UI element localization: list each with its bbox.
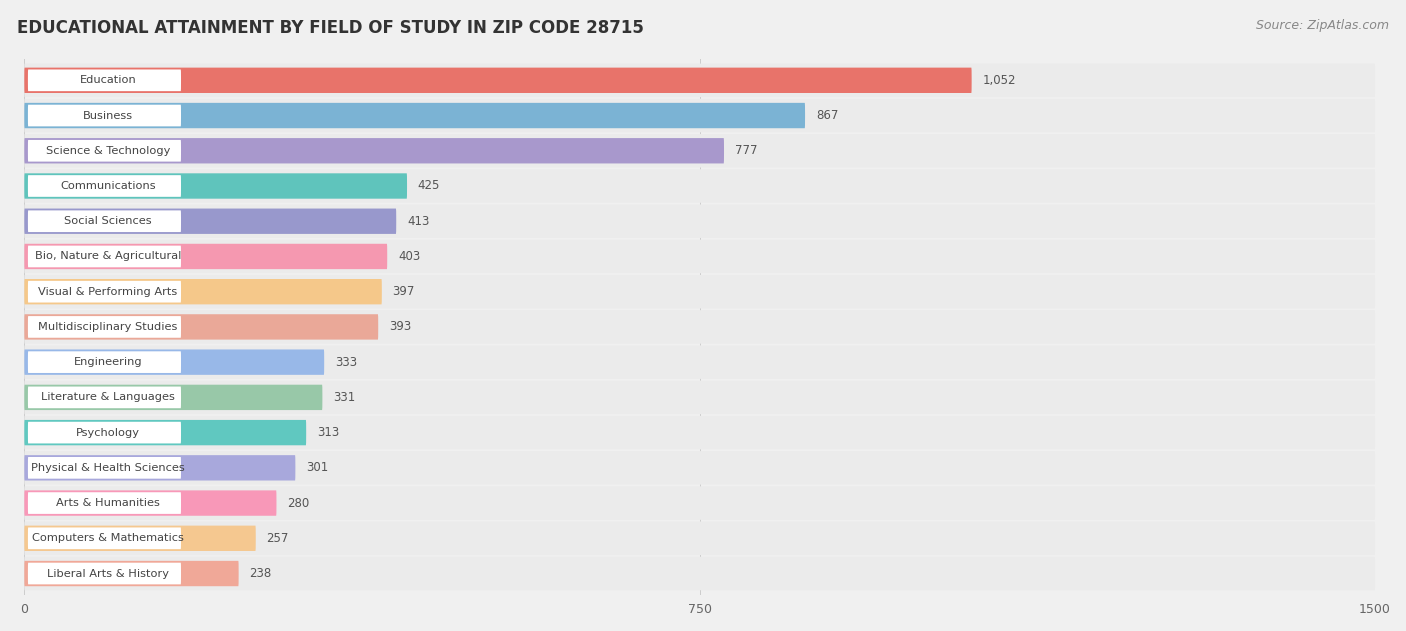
Text: 313: 313 [316, 426, 339, 439]
FancyBboxPatch shape [28, 387, 181, 408]
Text: 257: 257 [267, 532, 288, 545]
FancyBboxPatch shape [24, 169, 1375, 203]
FancyBboxPatch shape [24, 138, 724, 163]
Text: 393: 393 [389, 321, 412, 333]
Text: 1,052: 1,052 [983, 74, 1017, 87]
FancyBboxPatch shape [24, 526, 256, 551]
FancyBboxPatch shape [28, 245, 181, 268]
FancyBboxPatch shape [24, 134, 1375, 167]
Text: Communications: Communications [60, 181, 156, 191]
FancyBboxPatch shape [24, 68, 972, 93]
Text: Computers & Mathematics: Computers & Mathematics [32, 533, 184, 543]
FancyBboxPatch shape [24, 99, 1375, 133]
Text: 777: 777 [735, 144, 758, 157]
FancyBboxPatch shape [24, 380, 1375, 414]
FancyBboxPatch shape [24, 64, 1375, 97]
FancyBboxPatch shape [24, 557, 1375, 590]
Text: Arts & Humanities: Arts & Humanities [56, 498, 160, 508]
FancyBboxPatch shape [24, 455, 295, 481]
FancyBboxPatch shape [28, 351, 181, 373]
Text: Literature & Languages: Literature & Languages [41, 392, 174, 403]
FancyBboxPatch shape [28, 492, 181, 514]
FancyBboxPatch shape [24, 345, 1375, 379]
FancyBboxPatch shape [24, 240, 1375, 273]
FancyBboxPatch shape [28, 175, 181, 197]
FancyBboxPatch shape [24, 416, 1375, 449]
FancyBboxPatch shape [24, 103, 806, 128]
FancyBboxPatch shape [28, 140, 181, 162]
Text: Source: ZipAtlas.com: Source: ZipAtlas.com [1256, 19, 1389, 32]
Text: EDUCATIONAL ATTAINMENT BY FIELD OF STUDY IN ZIP CODE 28715: EDUCATIONAL ATTAINMENT BY FIELD OF STUDY… [17, 19, 644, 37]
Text: 238: 238 [249, 567, 271, 580]
FancyBboxPatch shape [28, 105, 181, 126]
Text: Visual & Performing Arts: Visual & Performing Arts [38, 286, 177, 297]
Text: Multidisciplinary Studies: Multidisciplinary Studies [38, 322, 177, 332]
Text: Social Sciences: Social Sciences [65, 216, 152, 227]
FancyBboxPatch shape [24, 314, 378, 339]
FancyBboxPatch shape [24, 275, 1375, 309]
FancyBboxPatch shape [24, 490, 277, 516]
Text: Education: Education [80, 75, 136, 85]
Text: Bio, Nature & Agricultural: Bio, Nature & Agricultural [35, 252, 181, 261]
Text: 403: 403 [398, 250, 420, 263]
FancyBboxPatch shape [28, 316, 181, 338]
Text: Business: Business [83, 110, 134, 121]
Text: 280: 280 [287, 497, 309, 510]
FancyBboxPatch shape [24, 174, 408, 199]
Text: Physical & Health Sciences: Physical & Health Sciences [31, 463, 186, 473]
Text: Psychology: Psychology [76, 428, 141, 438]
FancyBboxPatch shape [28, 528, 181, 549]
FancyBboxPatch shape [24, 208, 396, 234]
FancyBboxPatch shape [28, 69, 181, 91]
Text: 413: 413 [406, 215, 429, 228]
Text: 425: 425 [418, 179, 440, 192]
Text: Engineering: Engineering [73, 357, 142, 367]
FancyBboxPatch shape [28, 457, 181, 479]
Text: Liberal Arts & History: Liberal Arts & History [46, 569, 169, 579]
Text: 331: 331 [333, 391, 356, 404]
FancyBboxPatch shape [24, 522, 1375, 555]
Text: 333: 333 [335, 356, 357, 369]
FancyBboxPatch shape [24, 487, 1375, 520]
FancyBboxPatch shape [28, 281, 181, 302]
Text: 397: 397 [392, 285, 415, 298]
FancyBboxPatch shape [28, 422, 181, 444]
FancyBboxPatch shape [24, 451, 1375, 485]
Text: Science & Technology: Science & Technology [46, 146, 170, 156]
FancyBboxPatch shape [28, 563, 181, 584]
FancyBboxPatch shape [24, 310, 1375, 344]
FancyBboxPatch shape [28, 210, 181, 232]
FancyBboxPatch shape [24, 204, 1375, 238]
FancyBboxPatch shape [24, 244, 387, 269]
Text: 301: 301 [307, 461, 329, 475]
FancyBboxPatch shape [24, 385, 322, 410]
FancyBboxPatch shape [24, 420, 307, 445]
FancyBboxPatch shape [24, 350, 325, 375]
FancyBboxPatch shape [24, 561, 239, 586]
FancyBboxPatch shape [24, 279, 382, 304]
Text: 867: 867 [815, 109, 838, 122]
